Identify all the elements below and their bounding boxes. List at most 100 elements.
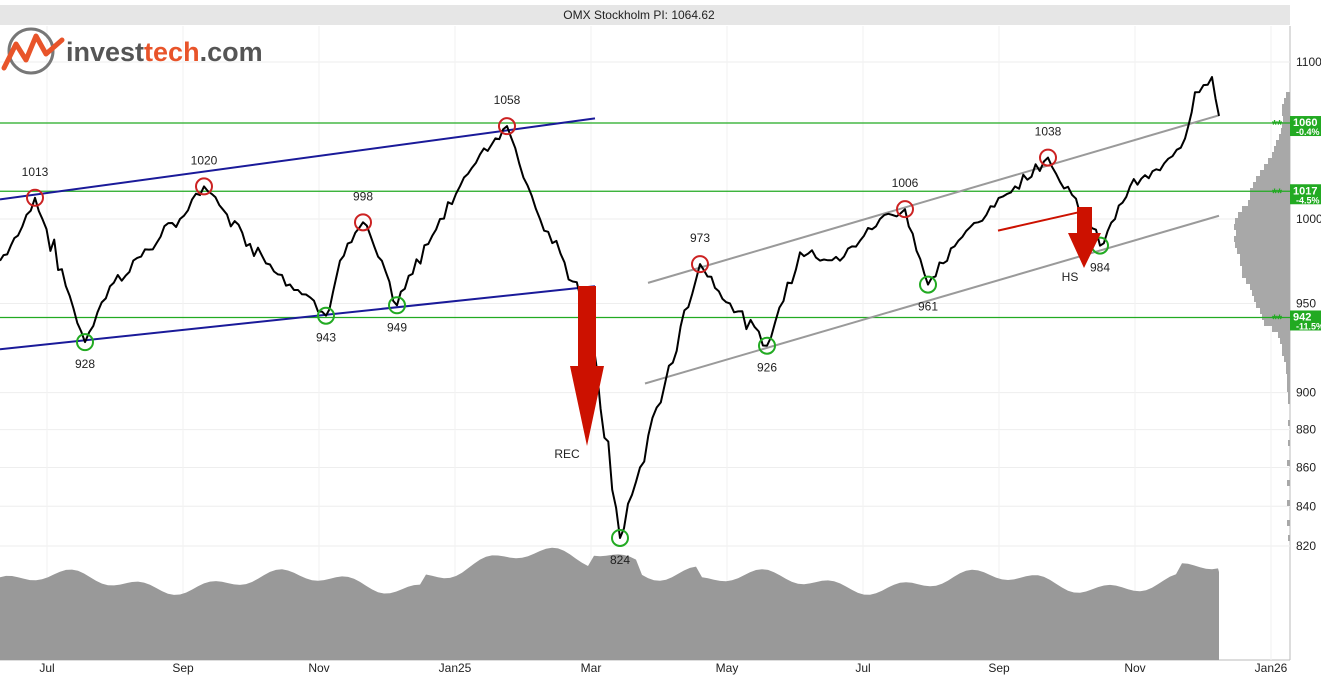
x-tick-label-7: Sep — [988, 661, 1010, 675]
x-tick-label-3: Jan25 — [439, 661, 472, 675]
profile-bar-15 — [1253, 182, 1290, 188]
profile-bar-14 — [1256, 176, 1290, 182]
x-tick-label-8: Nov — [1124, 661, 1145, 675]
top-marker-2 — [354, 213, 372, 232]
level-marker-0: ** — [1272, 117, 1283, 132]
profile-bar-47 — [1287, 374, 1290, 380]
top-label-0: 1013 — [22, 165, 49, 179]
trend-line-gray-upper — [647, 114, 1220, 284]
profile-bar-46 — [1286, 368, 1290, 374]
profile-bar-45 — [1286, 362, 1290, 368]
profile-bar-39 — [1272, 326, 1290, 332]
y-tick-label-1: 1000 — [1296, 212, 1321, 226]
y-tick-label-5: 860 — [1296, 461, 1316, 475]
profile-bar-40 — [1278, 332, 1290, 338]
profile-bar-38 — [1264, 320, 1290, 326]
rec-signal-arrow — [570, 286, 604, 446]
profile-bar-18 — [1248, 200, 1290, 206]
level-badge-change-2: -11.5% — [1296, 321, 1321, 331]
grid-lines — [0, 26, 1290, 660]
trend-channels — [0, 114, 1220, 385]
profile-bar-41 — [1280, 338, 1290, 344]
profile-bar-55 — [1287, 480, 1290, 486]
top-marker-6 — [1039, 148, 1057, 167]
profile-bar-58 — [1288, 535, 1290, 541]
top-bottom-markers: 1013 1020 998 1058 973 1006 1038 928 943 949 824 92… — [22, 93, 1111, 567]
profile-bar-4 — [1283, 116, 1290, 122]
top-marker-1 — [195, 177, 213, 196]
level-badge-value-1: 1017 — [1293, 185, 1317, 197]
profile-bar-24 — [1234, 236, 1290, 242]
profile-bar-53 — [1288, 440, 1290, 446]
level-badge-change-1: -4.5% — [1296, 195, 1320, 205]
profile-bar-26 — [1237, 248, 1290, 254]
top-marker-5 — [896, 200, 914, 219]
top-marker-4 — [691, 255, 709, 274]
bottom-label-3: 824 — [610, 553, 630, 567]
profile-bar-5 — [1282, 122, 1290, 128]
y-tick-label-3: 900 — [1296, 386, 1316, 400]
signal-arrows: REC HS — [554, 207, 1101, 461]
x-tick-label-6: Jul — [855, 661, 870, 675]
y-axis: 1100 1000 950 900 880 860 840 820 — [1296, 55, 1321, 553]
logo-text-accent: tech — [144, 37, 200, 67]
top-label-5: 1006 — [892, 176, 919, 190]
profile-bar-36 — [1260, 308, 1290, 314]
logo-text-suffix: .com — [200, 37, 263, 67]
x-axis: Jul Sep Nov Jan25 Mar May Jul Sep Nov Jan26 — [39, 661, 1287, 675]
profile-bar-11 — [1268, 158, 1290, 164]
bottom-label-4: 926 — [757, 361, 777, 375]
top-label-2: 998 — [353, 189, 373, 203]
logo-icon — [1, 27, 65, 75]
x-tick-label-2: Nov — [308, 661, 329, 675]
bottom-marker-0 — [76, 333, 94, 352]
chart-title: OMX Stockholm PI: 1064.62 — [563, 8, 715, 22]
profile-bar-13 — [1260, 170, 1290, 176]
bottom-label-5: 961 — [918, 300, 938, 314]
bottom-marker-1 — [317, 306, 335, 325]
profile-bar-51 — [1288, 398, 1290, 404]
top-marker-3 — [498, 117, 516, 136]
top-label-1: 1020 — [191, 153, 218, 167]
profile-bar-52 — [1288, 420, 1290, 426]
bottom-label-6: 984 — [1090, 261, 1110, 275]
profile-bar-10 — [1272, 152, 1290, 158]
x-tick-label-9: Jan26 — [1255, 661, 1288, 675]
profile-bar-27 — [1240, 254, 1290, 260]
top-label-6: 1038 — [1035, 125, 1062, 139]
profile-bar-23 — [1236, 230, 1290, 236]
hs-signal-arrow — [1068, 207, 1101, 268]
profile-bar-43 — [1282, 350, 1290, 356]
profile-bar-29 — [1242, 266, 1290, 272]
profile-bar-57 — [1287, 520, 1290, 526]
profile-bar-35 — [1256, 302, 1290, 308]
top-label-4: 973 — [690, 231, 710, 245]
profile-bar-1 — [1284, 98, 1290, 104]
level-marker-2: ** — [1272, 311, 1283, 326]
profile-bar-0 — [1286, 92, 1290, 98]
profile-bar-48 — [1287, 380, 1290, 386]
level-badge-value-2: 942 — [1293, 311, 1311, 323]
profile-bar-9 — [1274, 146, 1290, 152]
level-badge-0 — [1290, 116, 1321, 137]
plot-area — [0, 26, 1290, 660]
top-marker-0 — [26, 188, 44, 207]
bottom-marker-3 — [611, 528, 629, 547]
profile-bar-12 — [1264, 164, 1290, 170]
bottom-label-2: 949 — [387, 320, 407, 334]
investtech-logo: investtech.com — [1, 27, 263, 75]
level-badge-change-0: -0.4% — [1296, 127, 1320, 137]
profile-bar-49 — [1287, 386, 1290, 392]
profile-bar-44 — [1284, 356, 1290, 362]
price-series-line — [0, 76, 1220, 539]
profile-bar-30 — [1242, 272, 1290, 278]
level-marker-1: ** — [1272, 185, 1283, 200]
profile-bar-19 — [1242, 206, 1290, 212]
bottom-marker-4 — [758, 336, 776, 355]
trend-line-gray-lower — [644, 214, 1220, 385]
level-badge-1 — [1290, 184, 1321, 205]
y-tick-label-0: 1100 — [1296, 55, 1321, 69]
price-volume-profile — [1234, 92, 1290, 541]
profile-bar-56 — [1287, 500, 1290, 506]
